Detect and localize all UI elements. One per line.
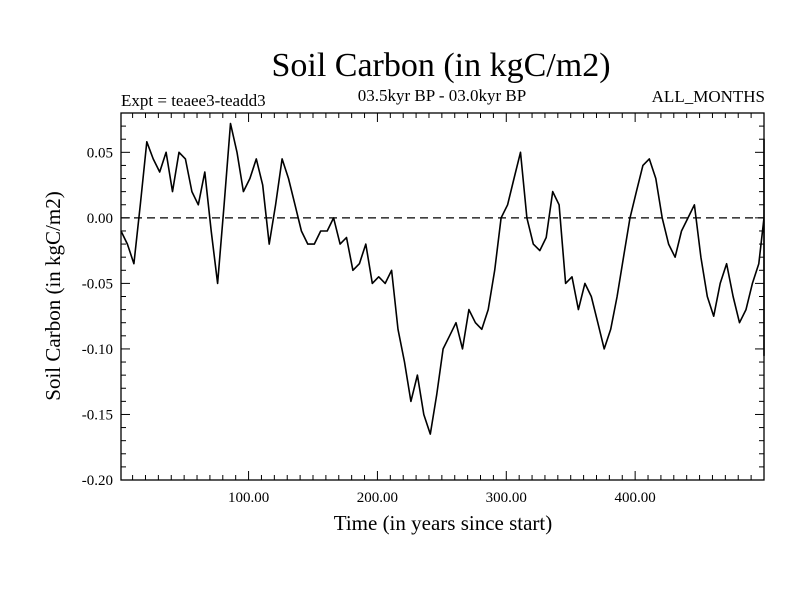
plot-frame <box>120 112 765 481</box>
y-tick-label: 0.05 <box>87 145 113 161</box>
x-axis-label: Time (in years since start) <box>334 511 553 535</box>
experiment-label: Expt = teaee3-teadd3 <box>121 91 266 110</box>
y-tick-label: 0.00 <box>87 211 113 227</box>
months-label: ALL_MONTHS <box>652 87 765 106</box>
period-label: 03.5kyr BP - 03.0kyr BP <box>358 86 526 105</box>
x-tick-label: 200.00 <box>357 490 398 506</box>
y-tick-label: -0.05 <box>82 276 113 292</box>
tick-labels: 100.00 200.00 300.00 400.00 -0.20 -0.15 -0.10 -… <box>82 145 656 506</box>
x-tick-label: 100.00 <box>228 490 269 506</box>
x-tick-label: 300.00 <box>486 490 527 506</box>
y-tick-label: -0.15 <box>82 407 113 423</box>
y-axis-label: Soil Carbon (in kgC/m2) <box>41 191 65 400</box>
y-tick-label: -0.10 <box>82 342 113 358</box>
chart-title: Soil Carbon (in kgC/m2) <box>271 47 610 84</box>
y-tick-label: -0.20 <box>82 473 113 489</box>
x-tick-label: 400.00 <box>615 490 656 506</box>
